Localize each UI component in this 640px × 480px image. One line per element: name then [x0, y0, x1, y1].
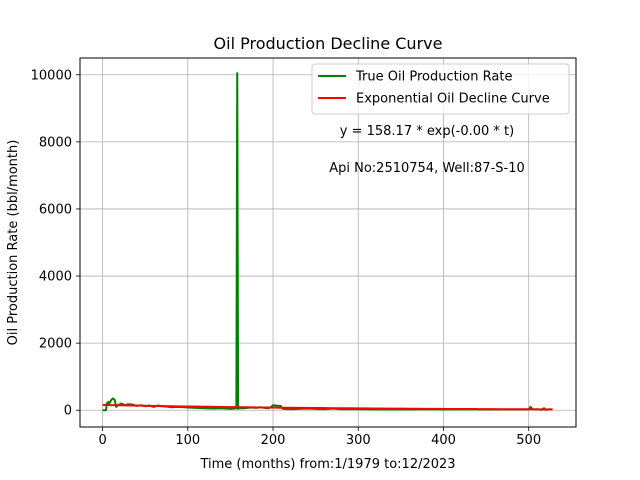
x-tick-label: 0 [98, 433, 106, 448]
well-annotation: Api No:2510754, Well:87-S-10 [329, 161, 525, 176]
y-tick-label: 8000 [39, 135, 72, 150]
y-tick-label: 0 [64, 404, 72, 419]
y-axis-ticks: 0 2000 4000 6000 8000 10000 [31, 68, 80, 419]
y-tick-label: 2000 [39, 337, 72, 352]
y-axis-label: Oil Production Rate (bbl/month) [6, 140, 21, 346]
x-tick-label: 500 [516, 433, 541, 448]
legend-label-exponential: Exponential Oil Decline Curve [356, 92, 550, 107]
x-axis-label: Time (months) from:1/1979 to:12/2023 [199, 457, 455, 472]
chart-title: Oil Production Decline Curve [214, 34, 443, 53]
x-tick-label: 100 [175, 433, 200, 448]
series-line-exponential-decline [102, 403, 553, 411]
equation-annotation: y = 158.17 * exp(-0.00 * t) [340, 124, 514, 139]
y-tick-label: 6000 [39, 202, 72, 217]
plot-background [80, 58, 576, 427]
legend-label-true-rate: True Oil Production Rate [355, 70, 512, 85]
legend: True Oil Production Rate Exponential Oil… [311, 63, 570, 115]
plot-frame [79, 57, 577, 428]
y-tick-label: 10000 [31, 68, 72, 83]
x-axis-ticks: 0 100 200 300 400 500 [98, 427, 541, 448]
legend-box [311, 63, 570, 115]
x-tick-label: 200 [261, 433, 286, 448]
y-tick-label: 4000 [39, 270, 72, 285]
x-tick-label: 300 [346, 433, 371, 448]
x-tick-label: 400 [431, 433, 456, 448]
series-layer [102, 72, 553, 412]
